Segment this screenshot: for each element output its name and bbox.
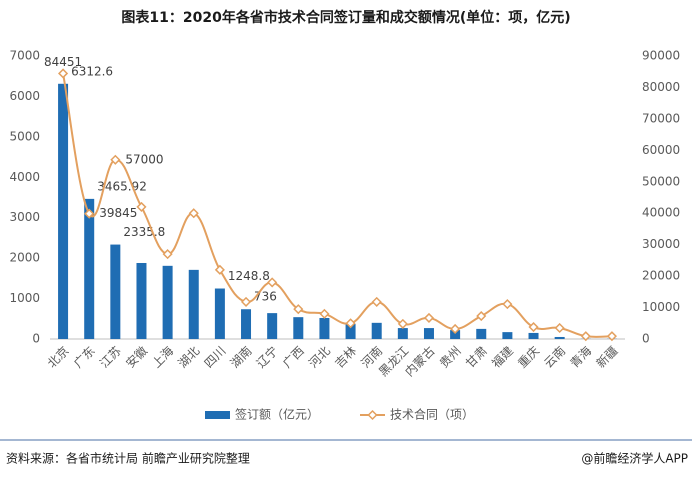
y-tick-label: 7000: [9, 49, 40, 63]
legend-swatch: [367, 409, 378, 421]
y-tick-label: 5000: [9, 129, 40, 143]
legend-swatch: [205, 411, 230, 419]
y-tick-label: 1000: [9, 291, 40, 305]
line-marker: [240, 296, 252, 307]
bar: [267, 313, 278, 339]
line-marker: [162, 249, 173, 260]
bar: [371, 322, 382, 339]
data-label: 57000: [125, 152, 163, 166]
line-marker: [136, 201, 147, 212]
y-tick-label: 0: [32, 332, 40, 346]
line-marker: [58, 68, 69, 79]
line-marker: [606, 331, 617, 342]
line-marker: [580, 331, 591, 342]
credit: @前瞻经济学人APP: [581, 451, 688, 466]
x-tick-label: 新疆: [593, 343, 621, 371]
line-marker: [423, 312, 435, 323]
y2-tick-label: 70000: [642, 111, 680, 125]
x-tick-label: 广东: [71, 344, 98, 371]
y2-tick-label: 10000: [642, 300, 680, 314]
line-marker: [319, 308, 330, 319]
bar: [502, 332, 513, 339]
x-tick-label: 贵州: [437, 344, 464, 371]
bar: [476, 328, 487, 339]
x-tick-label: 安徽: [122, 343, 150, 371]
x-tick-label: 内蒙古: [401, 343, 437, 379]
line-marker: [84, 208, 95, 219]
data-label: 6312.6: [71, 64, 113, 78]
x-tick-label: 上海: [149, 343, 177, 371]
x-tick-label: 青海: [567, 343, 595, 371]
line-marker: [293, 304, 304, 315]
bar: [345, 324, 356, 339]
legend-label: 技术合同（项）: [390, 407, 474, 422]
x-tick-label: 吉林: [332, 344, 359, 371]
y-tick-label: 4000: [9, 170, 40, 184]
source: 资料来源：各省市统计局 前瞻产业研究院整理: [6, 451, 250, 466]
y2-tick-label: 80000: [642, 80, 680, 94]
line-marker: [554, 322, 565, 334]
y2-tick-label: 40000: [642, 206, 680, 220]
line-marker: [371, 296, 382, 307]
bar: [319, 317, 330, 339]
data-label: 84451: [44, 55, 82, 69]
y2-tick-label: 0: [642, 332, 650, 346]
bar: [241, 309, 252, 339]
x-tick-label: 河北: [306, 344, 333, 371]
bar: [110, 244, 121, 339]
bar: [84, 198, 95, 339]
bar: [423, 328, 434, 339]
bar: [214, 288, 225, 339]
x-tick-label: 甘肃: [463, 344, 490, 371]
bar: [162, 265, 173, 339]
chart-title: 图表11：2020年各省市技术合同签订量和成交额情况(单位：项，亿元): [121, 9, 570, 26]
x-tick-label: 重庆: [515, 344, 542, 371]
x-tick-label: 湖北: [175, 343, 203, 371]
x-tick-label: 福建: [488, 343, 516, 371]
data-label: 1248.8: [228, 269, 270, 283]
data-label: 2335.8: [123, 225, 165, 239]
bar: [136, 262, 147, 339]
bar: [293, 317, 304, 339]
line-marker: [502, 299, 513, 310]
line-marker: [188, 208, 199, 219]
bar: [528, 332, 539, 339]
line-marker: [214, 264, 225, 275]
line-marker: [110, 154, 121, 165]
line-marker: [528, 321, 539, 333]
x-tick-label: 云南: [541, 343, 569, 371]
line-marker: [450, 323, 461, 334]
y-tick-label: 3000: [9, 210, 40, 224]
y2-tick-label: 90000: [642, 49, 680, 63]
y2-tick-label: 50000: [642, 174, 680, 188]
x-tick-label: 北京: [45, 344, 72, 371]
line-marker: [397, 318, 408, 329]
bar: [554, 336, 565, 339]
x-tick-label: 湖南: [227, 343, 255, 371]
bar: [58, 83, 69, 339]
y-tick-label: 2000: [9, 251, 40, 265]
bar: [450, 330, 461, 339]
x-tick-label: 江苏: [97, 344, 124, 371]
y-tick-label: 6000: [9, 89, 40, 103]
data-label: 736: [254, 290, 277, 304]
x-tick-label: 辽宁: [253, 343, 281, 371]
x-tick-label: 广西: [280, 344, 307, 371]
line-marker: [267, 277, 278, 288]
data-label: 39845: [99, 206, 137, 220]
x-tick-label: 四川: [202, 344, 229, 371]
y2-tick-label: 30000: [642, 237, 680, 251]
line-marker: [345, 318, 356, 329]
bar: [188, 269, 199, 339]
bar: [397, 328, 408, 339]
legend-label: 签订额（亿元）: [235, 407, 319, 422]
line-marker: [476, 310, 487, 322]
y2-tick-label: 60000: [642, 143, 680, 157]
y2-tick-label: 20000: [642, 269, 680, 283]
